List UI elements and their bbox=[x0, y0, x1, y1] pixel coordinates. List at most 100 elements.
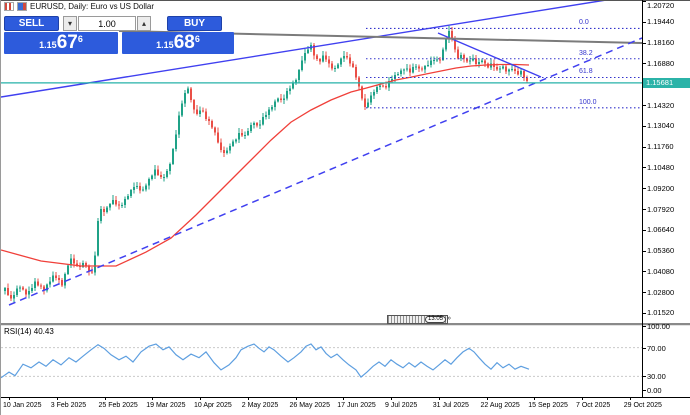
volume-increase-button[interactable]: ▴ bbox=[137, 16, 151, 31]
price-axis-tick bbox=[642, 63, 646, 65]
sell-price-sup: 6 bbox=[77, 34, 83, 44]
rsi-indicator-label: RSI(14) 40.43 bbox=[4, 327, 54, 336]
date-axis-tick bbox=[247, 397, 249, 400]
date-axis-label: 26 May 2025 bbox=[289, 402, 330, 409]
candle-body bbox=[202, 110, 204, 112]
fib-level-label: 100.0 bbox=[579, 98, 597, 106]
candle-body bbox=[463, 54, 465, 59]
candle-body bbox=[88, 265, 90, 272]
sell-price-box[interactable]: 1.15 67 6 bbox=[4, 32, 118, 54]
candle-body bbox=[40, 285, 42, 287]
candle-body bbox=[439, 59, 441, 61]
candle-body bbox=[385, 86, 387, 88]
candle-body bbox=[307, 49, 309, 53]
price-axis-label: 1.07920 bbox=[647, 204, 675, 214]
fib-level-label: 0.0 bbox=[579, 19, 589, 27]
candle-body bbox=[373, 92, 375, 96]
candle-body bbox=[505, 66, 507, 72]
candle-body bbox=[166, 171, 168, 177]
price-axis-tick bbox=[642, 312, 646, 314]
ascending-support-dashed-line[interactable] bbox=[8, 37, 643, 306]
candle-body bbox=[472, 58, 474, 61]
candle-body bbox=[121, 205, 123, 207]
price-axis-tick bbox=[642, 209, 646, 210]
date-axis-label: 22 Aug 2025 bbox=[480, 402, 520, 409]
date-axis-tick bbox=[343, 397, 345, 400]
scrollbar-arrow-icon: » bbox=[447, 315, 451, 322]
candlesticks-series bbox=[4, 26, 528, 303]
rsi-axis-tick bbox=[642, 390, 646, 391]
ascending-trendline[interactable] bbox=[1, 0, 607, 98]
buy-price-box[interactable]: 1.15 68 6 bbox=[122, 32, 234, 54]
candle-body bbox=[397, 74, 399, 76]
candle-body bbox=[241, 132, 243, 136]
candle-body bbox=[82, 262, 84, 267]
candle-body bbox=[154, 169, 156, 176]
buy-button[interactable]: BUY bbox=[167, 16, 222, 31]
candle-body bbox=[49, 281, 51, 285]
candle-body bbox=[25, 289, 27, 295]
candle-body bbox=[271, 107, 273, 110]
candle-body bbox=[13, 295, 15, 299]
candle-body bbox=[190, 88, 192, 100]
candle-body bbox=[94, 255, 96, 273]
candle-body bbox=[61, 280, 63, 286]
price-axis-label: 1.18160 bbox=[647, 38, 675, 48]
candle-body bbox=[109, 203, 111, 208]
buy-price-sup: 6 bbox=[194, 34, 200, 44]
candle-body bbox=[250, 124, 252, 131]
candle-body bbox=[280, 98, 282, 100]
candle-body bbox=[490, 63, 492, 68]
candle-body bbox=[70, 258, 72, 266]
candle-body bbox=[499, 68, 501, 70]
candle-body bbox=[223, 150, 225, 153]
candle-body bbox=[169, 164, 171, 172]
sell-price-big: 67 bbox=[56, 32, 78, 53]
price-axis-label: 1.10480 bbox=[647, 162, 675, 172]
candle-body bbox=[289, 88, 291, 92]
date-axis-label: 2 May 2025 bbox=[241, 402, 279, 409]
candle-body bbox=[157, 169, 159, 175]
candle-body bbox=[478, 61, 480, 64]
price-axis-label: 1.13040 bbox=[647, 121, 675, 131]
candle-body bbox=[67, 265, 69, 274]
candle-body bbox=[331, 63, 333, 69]
chart-scrollbar[interactable]: 13:05 » bbox=[387, 315, 451, 324]
rsi-axis-tick bbox=[642, 326, 646, 327]
candle-body bbox=[178, 115, 180, 135]
candle-body bbox=[517, 70, 519, 75]
candle-body bbox=[520, 71, 522, 75]
candle-body bbox=[319, 59, 321, 62]
candle-body bbox=[283, 98, 285, 100]
date-axis-tick bbox=[629, 397, 631, 400]
candle-body bbox=[103, 208, 105, 213]
candle-body bbox=[247, 130, 249, 135]
candle-body bbox=[352, 63, 354, 67]
candle-body bbox=[400, 70, 402, 75]
candle-body bbox=[85, 262, 87, 266]
volume-input[interactable] bbox=[78, 16, 136, 31]
candle-body bbox=[259, 124, 261, 126]
candle-body bbox=[415, 66, 417, 68]
descending-trendline[interactable] bbox=[437, 32, 542, 78]
candle-body bbox=[343, 55, 345, 59]
candle-body bbox=[454, 39, 456, 50]
chart-type-icon bbox=[17, 2, 27, 11]
candle-body bbox=[427, 64, 429, 67]
date-axis-tick bbox=[9, 397, 10, 400]
rsi-panel-separator[interactable] bbox=[1, 323, 690, 326]
candle-body bbox=[526, 77, 528, 81]
price-axis-tick bbox=[642, 292, 646, 294]
candle-body bbox=[493, 63, 495, 68]
candle-body bbox=[34, 281, 36, 288]
volume-decrease-button[interactable]: ▾ bbox=[63, 16, 77, 31]
sell-button[interactable]: SELL bbox=[4, 16, 59, 31]
candle-body bbox=[361, 86, 363, 99]
scrollbar-time-label: 13:05 bbox=[424, 316, 446, 323]
candle-body bbox=[175, 134, 177, 150]
candle-body bbox=[211, 121, 213, 128]
candle-body bbox=[418, 66, 420, 69]
date-axis-tick bbox=[438, 397, 440, 400]
price-axis-tick bbox=[642, 167, 646, 169]
